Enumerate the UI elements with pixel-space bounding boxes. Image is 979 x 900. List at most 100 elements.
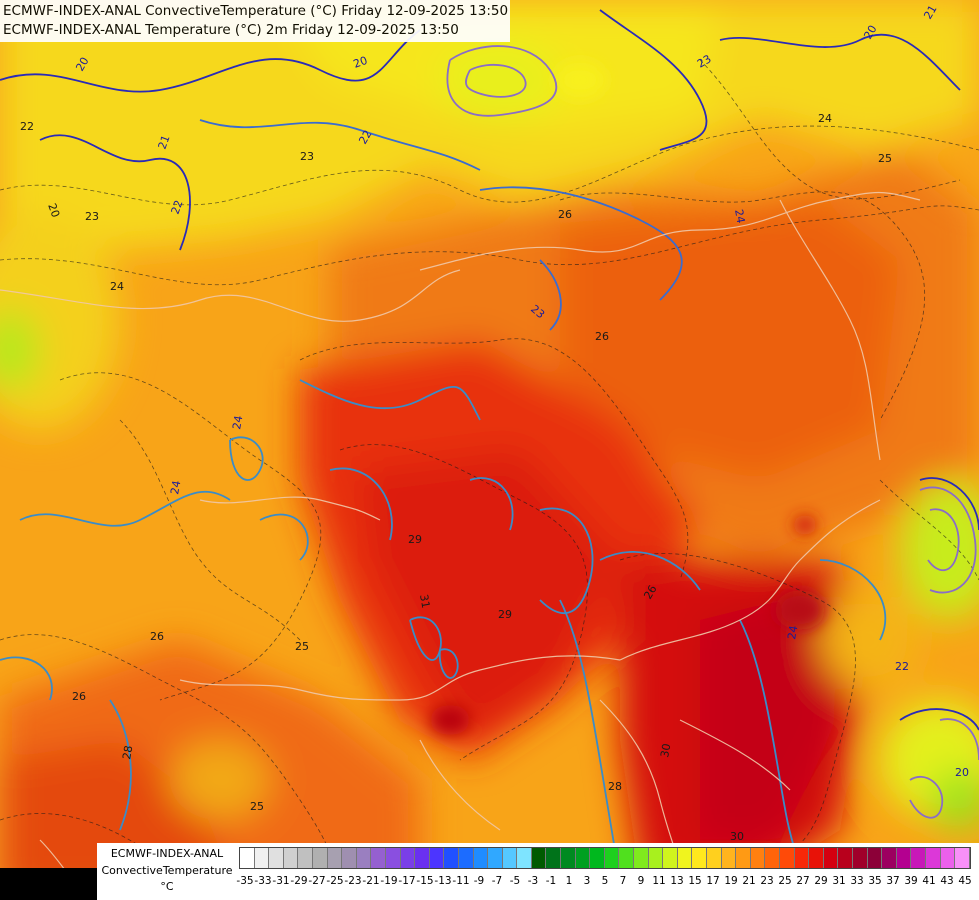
contour-label: 26: [641, 583, 659, 602]
legend-swatch: [546, 848, 562, 868]
contour-label: 25: [295, 640, 309, 653]
legend-swatch: [575, 848, 591, 868]
legend-swatch: [254, 848, 270, 868]
legend-tick-label: 17: [706, 875, 720, 887]
legend-swatch: [692, 848, 707, 868]
legend-tick-label: 7: [619, 875, 627, 887]
contour-label: 25: [250, 800, 264, 813]
legend-tick-label: 3: [583, 875, 591, 887]
legend-swatch: [488, 848, 503, 868]
legend-swatch: [429, 848, 445, 868]
color-legend: ECMWF-INDEX-ANAL ConvectiveTemperature °…: [97, 843, 979, 900]
contour-label: 22: [169, 198, 186, 216]
legend-tick-label: 23: [760, 875, 774, 887]
contour-label: 20: [955, 766, 969, 779]
legend-swatch: [415, 848, 430, 868]
legend-swatch: [779, 848, 795, 868]
legend-parameter: ConvectiveTemperature: [101, 864, 233, 877]
contour-label: 22: [895, 660, 909, 673]
legend-tick-label: 29: [814, 875, 828, 887]
legend-tick-label: -33: [254, 875, 272, 887]
legend-swatch: [356, 848, 372, 868]
title-temperature-2m: ECMWF-INDEX-ANAL Temperature (°C) 2m Fri…: [3, 22, 459, 38]
legend-tick-labels: -35 -33 -31 -29 -27 -25 -23 -21 -19 -17 -15 -13 -11-…: [236, 875, 972, 891]
contour-label: 21: [156, 133, 173, 151]
legend-swatch: [955, 848, 970, 868]
legend-tick-label: 21: [742, 875, 756, 887]
legend-swatch: [283, 848, 299, 868]
legend-tick-label: -25: [326, 875, 344, 887]
legend-tick-label: -21: [362, 875, 380, 887]
legend-tick-label: 31: [832, 875, 846, 887]
legend-tick-label: 11: [652, 875, 666, 887]
contour-label: 26: [150, 630, 164, 643]
legend-swatch: [400, 848, 416, 868]
legend-swatch: [852, 848, 868, 868]
legend-swatch: [736, 848, 751, 868]
legend-tick-label: -29: [290, 875, 308, 887]
legend-swatch: [911, 848, 926, 868]
legend-tick-label: -27: [308, 875, 326, 887]
contour-label: 20: [45, 202, 62, 220]
contour-label: 23: [695, 52, 714, 70]
legend-tick-label: 15: [688, 875, 702, 887]
legend-swatch: [269, 848, 284, 868]
contour-label: 21: [921, 3, 939, 22]
contour-label: 26: [72, 690, 86, 703]
legend-tick-label: -17: [398, 875, 416, 887]
legend-tick-label: 45: [958, 875, 972, 887]
legend-swatch: [750, 848, 766, 868]
legend-tick-label: -11: [452, 875, 470, 887]
legend-unit: °C: [160, 880, 174, 893]
legend-swatch: [809, 848, 824, 868]
contour-label: 26: [558, 208, 572, 221]
legend-swatch: [312, 848, 328, 868]
legend-swatch: [882, 848, 897, 868]
legend-tick-label: 9: [637, 875, 645, 887]
legend-tick-label: 35: [868, 875, 882, 887]
legend-swatch: [561, 848, 576, 868]
contour-label: 22: [356, 128, 374, 147]
map-corner-blank: [0, 868, 97, 900]
legend-model: ECMWF-INDEX-ANAL: [110, 847, 224, 860]
legend-tick-label: 19: [724, 875, 738, 887]
contour-label: 20: [352, 54, 370, 71]
legend-tick-label: -1: [545, 875, 557, 887]
legend-swatch: [940, 848, 956, 868]
contour-label: 23: [85, 210, 99, 223]
legend-tick-label: -35: [236, 875, 254, 887]
contour-label: 24: [818, 112, 832, 125]
contour-label: 30: [730, 830, 744, 843]
contour-label: 23: [300, 150, 314, 163]
contour-label: 28: [120, 744, 135, 760]
legend-swatch: [458, 848, 474, 868]
contour-label: 29: [408, 533, 422, 546]
legend-swatch: [721, 848, 737, 868]
legend-swatch: [531, 848, 547, 868]
legend-tick-label: -3: [527, 875, 539, 887]
legend-swatch: [385, 848, 401, 868]
contour-label: 29: [498, 608, 512, 621]
contour-label: 24: [230, 414, 245, 430]
contour-label: 26: [595, 330, 609, 343]
contour-label: 24: [110, 280, 124, 293]
legend-tick-label: -31: [272, 875, 290, 887]
legend-tick-label: 39: [904, 875, 918, 887]
borders: [0, 191, 921, 900]
legend-swatch: [371, 848, 386, 868]
map-title-box: ECMWF-INDEX-ANAL ConvectiveTemperature (…: [0, 0, 510, 42]
contour-label: 20: [73, 55, 91, 74]
contour-label: 24: [785, 624, 800, 640]
legend-swatch: [327, 848, 343, 868]
legend-swatch: [823, 848, 839, 868]
legend-tick-label: -9: [473, 875, 485, 887]
contour-label: 31: [417, 593, 432, 609]
legend-tick-label: -15: [416, 875, 434, 887]
legend-swatch: [634, 848, 649, 868]
legend-swatch: [794, 848, 810, 868]
legend-swatch: [502, 848, 518, 868]
legend-swatch: [298, 848, 313, 868]
legend-tick-label: -19: [380, 875, 398, 887]
